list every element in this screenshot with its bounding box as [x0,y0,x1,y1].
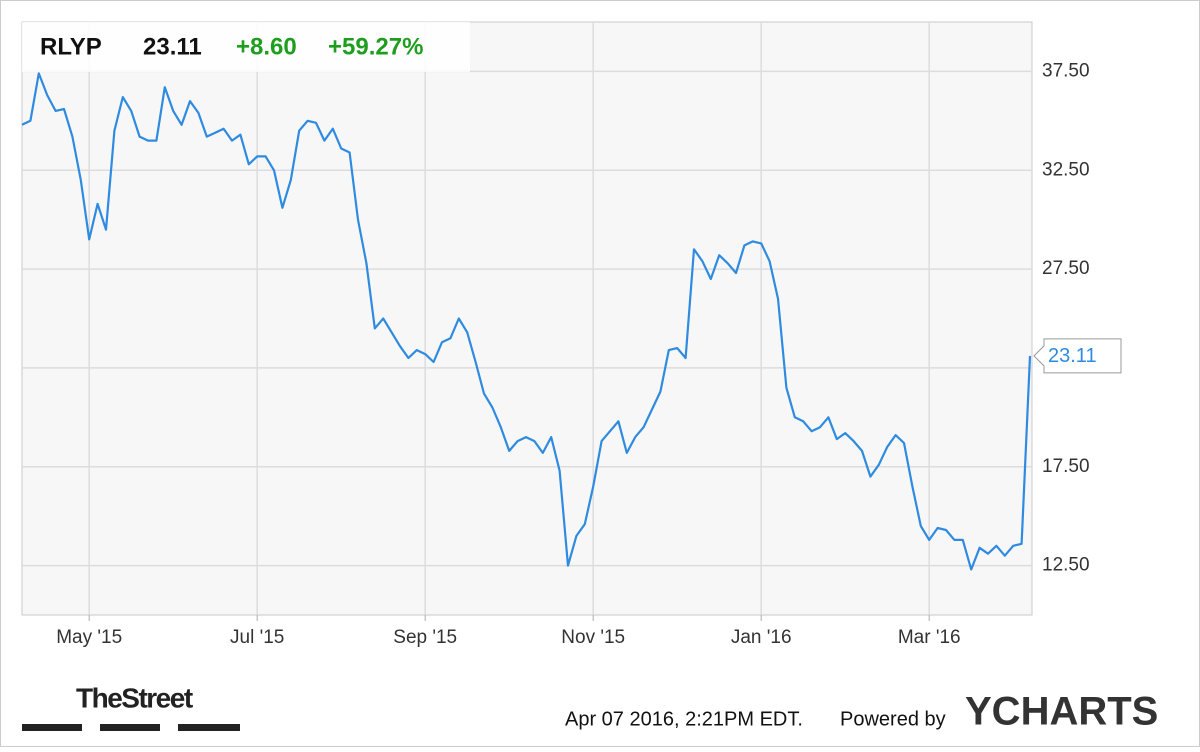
logo-bar [22,724,82,731]
y-tick-label: 32.50 [1042,159,1090,180]
x-tick-label: Jan '16 [731,627,792,648]
logo-bar [178,724,240,731]
x-tick-label: Sep '15 [393,627,457,648]
x-tick-label: Mar '16 [898,627,961,648]
x-tick-label: Jul '15 [230,627,284,648]
plot-area [21,21,1033,616]
change: +8.60 [236,33,297,60]
ticker: RLYP [40,33,102,60]
y-tick-label: 12.50 [1042,555,1090,576]
brand-logo: YCHARTS [965,690,1158,734]
y-tick-label: 37.50 [1042,60,1090,81]
logo-bar [100,724,160,731]
timestamp: Apr 07 2016, 2:21PM EDT. [565,708,803,730]
source-logo: TheStreet [76,682,193,713]
last-value-label: 23.11 [1048,345,1097,367]
y-tick-label: 17.50 [1042,456,1090,477]
x-tick-label: Nov '15 [561,627,625,648]
price: 23.11 [143,33,202,60]
powered-by: Powered by [840,708,946,730]
last-value-flag [1033,338,1122,374]
price-line [21,72,1032,571]
header-box [22,22,470,72]
y-tick-label: 27.50 [1042,258,1090,279]
x-tick-label: May '15 [56,627,122,648]
change-percent: +59.27% [328,33,423,60]
series [21,72,1032,571]
